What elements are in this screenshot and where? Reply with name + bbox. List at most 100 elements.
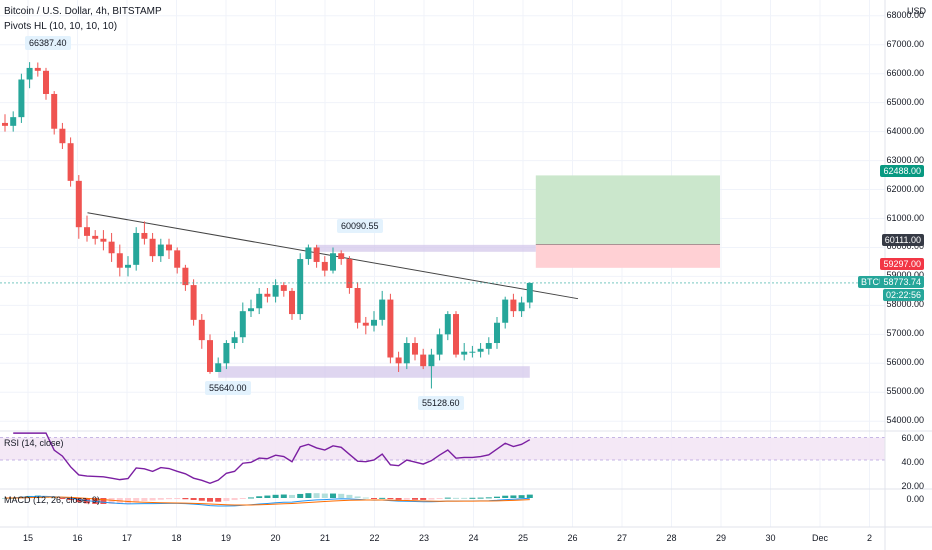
candle-body — [444, 314, 451, 335]
candle-body — [272, 285, 279, 297]
macd-histogram-bar — [51, 497, 58, 499]
macd-histogram-bar — [100, 498, 107, 504]
time-tick: Dec — [811, 533, 829, 543]
candle-body — [289, 290, 295, 315]
macd-histogram-bar — [2, 498, 8, 499]
macd-histogram-bar — [125, 498, 131, 504]
candle-body — [313, 247, 320, 262]
candle-body — [18, 79, 25, 118]
candle-body — [10, 117, 17, 126]
time-tick: 16 — [72, 533, 83, 543]
rsi-tick: 60.00 — [901, 433, 924, 443]
candle-body — [125, 264, 131, 268]
time-tick: 20 — [270, 533, 281, 543]
time-tick: 24 — [468, 533, 479, 543]
candle-body — [338, 253, 345, 260]
candle-body — [182, 267, 189, 286]
candle-body — [75, 180, 82, 228]
chart-title: Bitcoin / U.S. Dollar, 4h, BITSTAMP — [4, 6, 162, 17]
macd-histogram-bar — [59, 498, 66, 499]
macd-histogram-bar — [461, 497, 468, 499]
macd-histogram-bar — [256, 496, 263, 498]
candle-body — [280, 285, 287, 291]
pivot-high-label: 66387.40 — [25, 36, 71, 50]
rsi-tick: 40.00 — [901, 457, 924, 467]
macd-histogram-bar — [453, 497, 459, 499]
candle-body — [2, 122, 8, 126]
time-tick: 26 — [567, 533, 578, 543]
target-zone — [535, 175, 720, 245]
macd-histogram-bar — [198, 498, 205, 501]
candle-body — [518, 302, 525, 312]
candle-body — [34, 67, 41, 71]
macd-histogram-bar — [436, 498, 443, 499]
price-tick: 65000.00 — [886, 96, 924, 107]
price-tick: 68000.00 — [886, 9, 924, 20]
macd-histogram-bar — [403, 498, 410, 500]
candle-body — [436, 334, 443, 355]
macd-histogram-bar — [157, 498, 164, 500]
macd-histogram-bar — [477, 497, 484, 499]
macd-histogram-bar — [444, 497, 451, 499]
macd-histogram-bar — [510, 495, 517, 498]
macd-histogram-bar — [420, 498, 427, 500]
candle-body — [166, 244, 172, 251]
time-tick: 17 — [121, 533, 133, 543]
candle-body — [100, 238, 107, 242]
macd-histogram-bar — [362, 497, 369, 499]
candle-body — [51, 93, 58, 129]
indicator-label: Pivots HL (10, 10, 10, 10) — [4, 21, 118, 32]
stop-zone — [535, 244, 720, 268]
pivot-low-label: 55128.60 — [418, 396, 464, 410]
candle-body — [92, 235, 99, 239]
signal-line — [4, 496, 530, 506]
candle-body — [264, 293, 271, 297]
target-price-tag: 62488.00 — [880, 165, 924, 177]
candle-body — [190, 285, 197, 320]
macd-histogram-bar — [305, 493, 312, 498]
candle-body — [477, 348, 484, 352]
candle-body — [502, 299, 509, 323]
macd-pane — [2, 493, 533, 507]
macd-histogram-bar — [231, 498, 238, 501]
candle-body — [510, 299, 517, 312]
macd-histogram-bar — [108, 498, 115, 504]
candle-body — [141, 232, 148, 239]
time-tick: 23 — [418, 533, 430, 543]
macd-histogram-bar — [207, 498, 213, 502]
macd-histogram-bar — [166, 498, 172, 500]
candle-body — [67, 143, 74, 181]
macd-histogram-bar — [469, 497, 476, 499]
candle-body — [198, 319, 205, 341]
pivot-high-label: 60090.55 — [337, 219, 383, 233]
price-tick: 67000.00 — [886, 38, 924, 49]
time-tick: 27 — [616, 533, 628, 543]
last-price-tag: 58773.74 — [880, 276, 924, 288]
time-tick: 25 — [517, 533, 529, 543]
candle-body — [412, 343, 418, 355]
stop-price-tag: 59297.00 — [880, 258, 924, 270]
candle-body — [256, 293, 263, 309]
candle-body — [420, 354, 427, 367]
macd-histogram-bar — [141, 498, 148, 502]
macd-histogram-bar — [379, 497, 386, 499]
candle-body — [116, 253, 123, 268]
candle-body — [223, 343, 230, 364]
time-tick: 19 — [220, 533, 232, 543]
macd-histogram-bar — [149, 498, 156, 501]
macd-histogram-bar — [133, 498, 140, 503]
price-tick: 62000.00 — [886, 183, 924, 194]
candle-body — [84, 227, 90, 236]
candle-body — [395, 357, 402, 364]
macd-histogram-bar — [215, 498, 222, 502]
rsi-tick: 20.00 — [901, 481, 924, 491]
time-tick: 18 — [171, 533, 182, 543]
price-tick: 66000.00 — [886, 67, 924, 78]
candle-body — [362, 322, 369, 326]
macd-histogram-bar — [395, 498, 402, 500]
price-tick: 58000.00 — [886, 299, 924, 310]
macd-histogram-bar — [371, 498, 377, 499]
rsi-label: RSI (14, close) — [4, 438, 64, 448]
macd-histogram-bar — [174, 498, 181, 500]
